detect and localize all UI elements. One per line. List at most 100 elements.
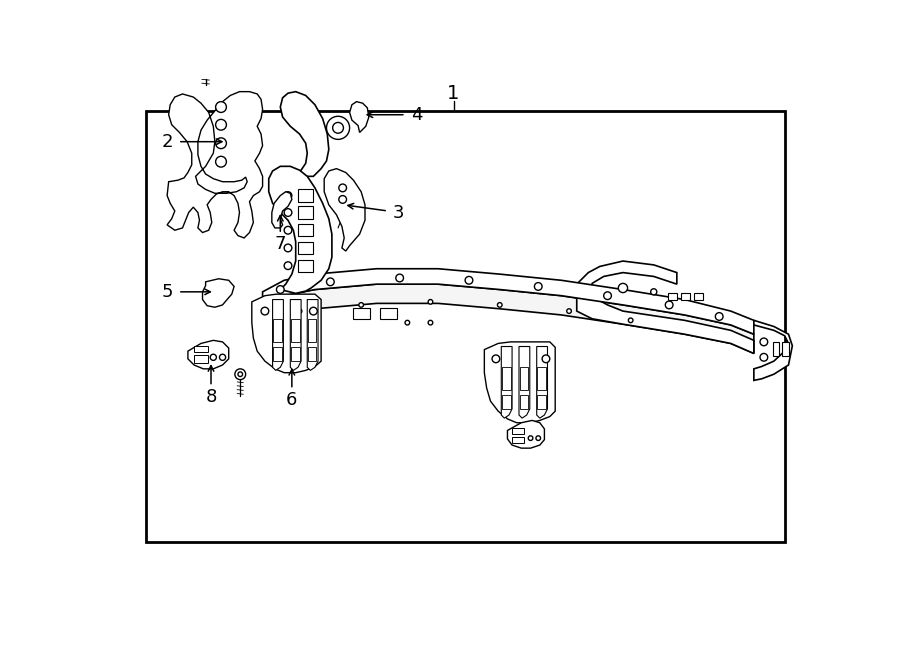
Bar — [668, 293, 677, 299]
Circle shape — [528, 436, 533, 440]
Bar — [194, 346, 208, 352]
Bar — [680, 293, 690, 299]
Bar — [308, 319, 317, 342]
Circle shape — [628, 318, 633, 323]
Polygon shape — [508, 420, 544, 448]
Polygon shape — [291, 299, 302, 370]
Circle shape — [492, 355, 500, 363]
Circle shape — [542, 355, 550, 363]
Circle shape — [284, 192, 292, 200]
Circle shape — [333, 122, 344, 134]
Circle shape — [216, 156, 227, 167]
Circle shape — [604, 292, 611, 299]
Bar — [502, 367, 510, 389]
Circle shape — [327, 278, 334, 286]
Text: 4: 4 — [410, 106, 422, 124]
Circle shape — [284, 209, 292, 216]
Circle shape — [359, 303, 364, 307]
Polygon shape — [484, 342, 555, 423]
Text: 7: 7 — [274, 235, 286, 253]
Bar — [520, 395, 528, 409]
Polygon shape — [501, 346, 512, 418]
Circle shape — [428, 321, 433, 325]
Circle shape — [284, 262, 292, 270]
Polygon shape — [307, 299, 318, 370]
Bar — [512, 428, 525, 434]
Bar — [274, 319, 282, 342]
Circle shape — [428, 299, 433, 304]
Circle shape — [327, 116, 349, 139]
Circle shape — [338, 196, 346, 204]
Polygon shape — [200, 52, 212, 65]
Polygon shape — [273, 299, 284, 370]
Bar — [298, 206, 313, 219]
Bar — [502, 395, 510, 409]
Polygon shape — [280, 92, 328, 176]
Bar — [308, 347, 317, 361]
Circle shape — [618, 284, 627, 293]
Circle shape — [396, 274, 403, 282]
Circle shape — [284, 244, 292, 252]
Text: 5: 5 — [161, 283, 173, 301]
Polygon shape — [269, 167, 332, 293]
Bar — [520, 367, 528, 389]
Text: 1: 1 — [447, 84, 460, 102]
Bar — [537, 395, 546, 409]
Polygon shape — [536, 346, 547, 418]
Bar — [512, 437, 525, 443]
Circle shape — [297, 309, 302, 313]
Circle shape — [567, 309, 572, 313]
Polygon shape — [263, 284, 754, 354]
Bar — [381, 308, 397, 319]
Bar — [194, 355, 208, 363]
Text: 3: 3 — [392, 204, 404, 221]
Circle shape — [238, 372, 243, 377]
Circle shape — [216, 120, 227, 130]
Circle shape — [760, 338, 768, 346]
Circle shape — [202, 55, 210, 62]
Circle shape — [536, 436, 541, 440]
Polygon shape — [263, 269, 754, 334]
Circle shape — [535, 283, 542, 290]
Circle shape — [338, 184, 346, 192]
Circle shape — [405, 321, 410, 325]
Bar — [694, 293, 703, 299]
Polygon shape — [252, 294, 321, 373]
Circle shape — [760, 354, 768, 361]
Polygon shape — [202, 279, 234, 307]
Bar — [291, 319, 300, 342]
Polygon shape — [167, 92, 263, 238]
Circle shape — [220, 354, 226, 360]
Bar — [354, 308, 371, 319]
Circle shape — [716, 313, 723, 321]
Bar — [298, 242, 313, 254]
Polygon shape — [324, 169, 365, 251]
Circle shape — [276, 286, 284, 293]
Bar — [298, 260, 313, 272]
Bar — [291, 347, 300, 361]
Bar — [298, 224, 313, 237]
Circle shape — [498, 303, 502, 307]
Bar — [298, 190, 313, 202]
Polygon shape — [272, 192, 292, 228]
Polygon shape — [577, 261, 754, 354]
Circle shape — [211, 354, 216, 360]
Polygon shape — [754, 321, 792, 380]
Circle shape — [235, 369, 246, 379]
Bar — [782, 342, 788, 356]
Text: 8: 8 — [205, 388, 217, 407]
Circle shape — [651, 289, 657, 295]
Bar — [537, 367, 546, 389]
Bar — [146, 111, 785, 542]
Bar — [773, 342, 779, 356]
Circle shape — [216, 102, 227, 112]
Polygon shape — [188, 340, 229, 369]
Bar — [274, 347, 282, 361]
Circle shape — [261, 307, 269, 315]
Polygon shape — [519, 346, 530, 418]
Text: 6: 6 — [286, 391, 298, 409]
Circle shape — [284, 226, 292, 234]
Circle shape — [216, 138, 227, 149]
Circle shape — [465, 276, 472, 284]
Circle shape — [310, 307, 318, 315]
